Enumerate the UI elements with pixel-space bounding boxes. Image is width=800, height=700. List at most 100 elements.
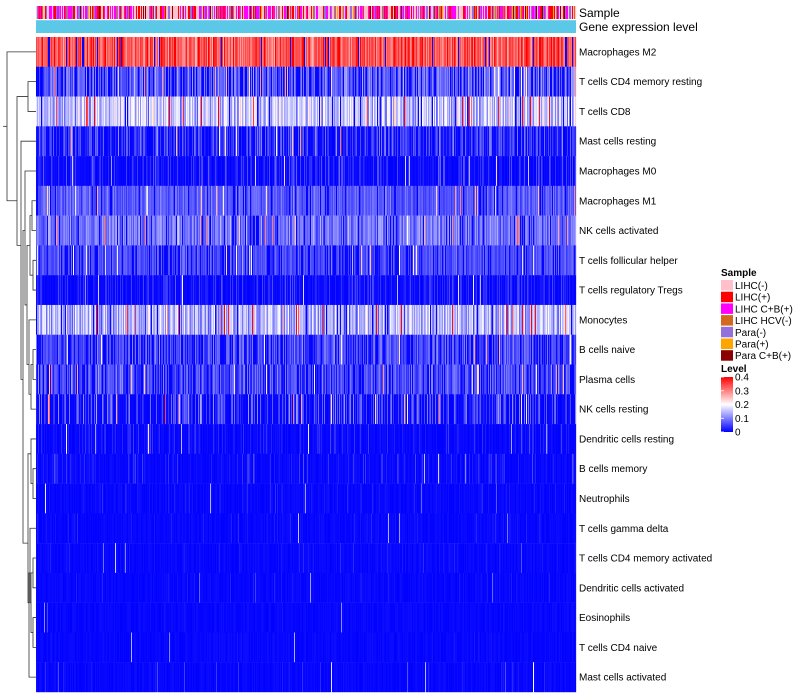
sample-annotation-cell bbox=[131, 6, 133, 19]
heatmap-cell bbox=[45, 215, 47, 246]
heatmap-cell bbox=[285, 96, 287, 127]
heatmap-cell bbox=[105, 215, 107, 246]
heatmap-cell bbox=[213, 245, 215, 276]
sample-annotation-cell bbox=[234, 6, 236, 19]
heatmap-cell bbox=[255, 215, 257, 246]
heatmap-cell bbox=[294, 156, 296, 187]
heatmap-cell bbox=[119, 185, 121, 216]
heatmap-cell bbox=[487, 37, 489, 67]
heatmap-cell bbox=[335, 156, 337, 187]
heatmap-cell bbox=[527, 126, 529, 157]
sample-annotation-cell bbox=[165, 6, 167, 19]
heatmap-cell bbox=[119, 96, 121, 127]
heatmap-cell bbox=[229, 126, 231, 157]
heatmap-cell bbox=[473, 96, 475, 127]
sample-annotation-cell bbox=[128, 6, 130, 19]
sample-annotation-cell bbox=[527, 6, 529, 19]
heatmap-cell bbox=[83, 185, 85, 216]
heatmap-cell bbox=[483, 245, 485, 276]
heatmap-cell bbox=[192, 185, 194, 216]
heatmap-cell bbox=[138, 215, 140, 246]
heatmap-cell bbox=[132, 126, 134, 157]
heatmap-cell bbox=[112, 215, 114, 246]
heatmap-cell bbox=[142, 37, 144, 67]
heatmap-cell bbox=[189, 96, 191, 127]
heatmap-cell bbox=[461, 66, 463, 97]
heatmap-cell bbox=[457, 156, 459, 187]
heatmap-cell bbox=[411, 245, 413, 276]
heatmap-cell bbox=[530, 126, 532, 157]
heatmap-cell bbox=[114, 215, 116, 246]
heatmap-cell bbox=[496, 126, 498, 157]
heatmap-cell bbox=[126, 275, 128, 306]
heatmap-cell bbox=[537, 96, 539, 127]
sample-annotation-cell bbox=[468, 6, 470, 19]
heatmap-cell bbox=[170, 156, 172, 187]
heatmap-cell bbox=[217, 66, 219, 97]
heatmap-cell bbox=[517, 156, 519, 187]
heatmap-cell bbox=[192, 37, 194, 67]
heatmap-cell bbox=[539, 126, 541, 157]
heatmap-cell bbox=[187, 37, 189, 67]
heatmap-cell bbox=[483, 37, 485, 67]
heatmap-cell bbox=[445, 156, 447, 187]
heatmap-cell bbox=[282, 126, 284, 157]
heatmap-cell bbox=[36, 37, 38, 67]
heatmap-cell bbox=[506, 37, 508, 67]
heatmap-cell bbox=[210, 66, 212, 97]
sample-annotation-cell bbox=[283, 6, 285, 19]
heatmap-cell bbox=[247, 126, 249, 157]
sample-annotation-cell bbox=[535, 6, 537, 19]
heatmap-cell bbox=[240, 126, 242, 157]
heatmap-cell bbox=[568, 215, 570, 246]
heatmap-cell bbox=[494, 96, 496, 127]
heatmap-cell bbox=[113, 66, 115, 97]
heatmap-cell bbox=[321, 126, 323, 157]
heatmap-cell bbox=[262, 96, 264, 127]
heatmap-cell bbox=[149, 37, 151, 67]
heatmap-cell bbox=[573, 37, 575, 67]
dendrogram-link bbox=[6, 51, 36, 202]
heatmap-row bbox=[36, 245, 577, 276]
heatmap-cell bbox=[315, 126, 317, 157]
heatmap-cell bbox=[551, 215, 553, 246]
heatmap-cell bbox=[129, 245, 131, 276]
heatmap-cell bbox=[394, 185, 396, 216]
heatmap-cell bbox=[156, 96, 158, 127]
heatmap-cell bbox=[420, 96, 422, 127]
heatmap-cell bbox=[362, 66, 364, 97]
heatmap-cell bbox=[147, 215, 149, 246]
heatmap-cell bbox=[39, 185, 41, 216]
sample-annotation-cell bbox=[547, 6, 549, 19]
sample-annotation-cell bbox=[557, 6, 559, 19]
heatmap-cell bbox=[189, 245, 191, 276]
heatmap-cell bbox=[505, 37, 507, 67]
heatmap-cell bbox=[355, 96, 357, 127]
sample-annotation-cell bbox=[495, 6, 497, 19]
heatmap-cell bbox=[408, 185, 410, 216]
heatmap-cell bbox=[442, 185, 444, 216]
heatmap-cell bbox=[452, 96, 454, 127]
heatmap-cell bbox=[572, 96, 574, 127]
sample-annotation-cell bbox=[303, 6, 305, 19]
heatmap-cell bbox=[501, 215, 503, 246]
heatmap-cell bbox=[526, 66, 528, 97]
heatmap-cell bbox=[378, 156, 380, 187]
heatmap-cell bbox=[475, 185, 477, 216]
heatmap-cell bbox=[531, 66, 533, 97]
heatmap-cell bbox=[443, 37, 445, 67]
heatmap-cell bbox=[464, 245, 466, 276]
heatmap-cell bbox=[70, 185, 72, 216]
heatmap-cell bbox=[302, 126, 304, 157]
heatmap-cell bbox=[423, 126, 425, 157]
heatmap-cell bbox=[523, 126, 525, 157]
heatmap-cell bbox=[331, 126, 333, 157]
heatmap-cell bbox=[203, 245, 205, 276]
heatmap-cell bbox=[73, 245, 75, 276]
heatmap-cell bbox=[229, 96, 231, 127]
heatmap-cell bbox=[39, 275, 41, 306]
heatmap-cell bbox=[457, 37, 459, 67]
heatmap-cell bbox=[400, 156, 402, 187]
heatmap-cell bbox=[251, 156, 253, 187]
heatmap-cell bbox=[246, 96, 248, 127]
